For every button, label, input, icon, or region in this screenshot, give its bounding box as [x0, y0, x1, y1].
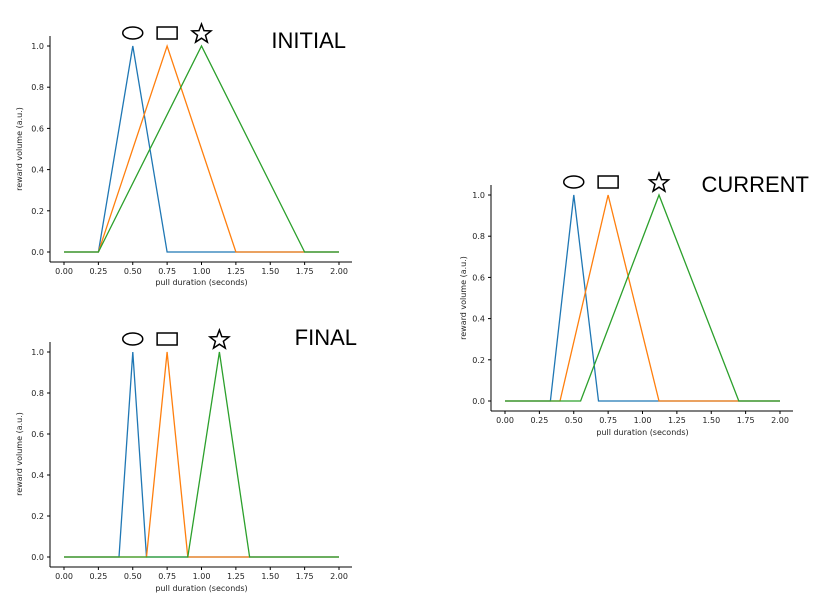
x-tick-label: 1.50	[261, 572, 279, 581]
y-axis-label-current: reward volume (a.u.)	[459, 256, 468, 340]
x-tick-label: 1.50	[261, 267, 279, 276]
star-icon	[207, 327, 231, 350]
x-axis-label-initial: pull duration (seconds)	[155, 278, 247, 287]
y-tick-label: 0.2	[31, 207, 44, 216]
x-tick-label: 1.00	[193, 572, 211, 581]
y-tick-label: 0.4	[31, 166, 44, 175]
x-tick-label: 0.50	[124, 572, 142, 581]
panel-title-initial: INITIAL	[271, 28, 346, 53]
x-tick-label: 0.25	[89, 267, 107, 276]
x-tick-label: 1.00	[193, 267, 211, 276]
y-tick-label: 0.8	[31, 83, 44, 92]
y-tick-label: 0.0	[472, 397, 485, 406]
y-tick-label: 0.4	[31, 471, 44, 480]
x-tick-label: 1.75	[296, 572, 314, 581]
ellipse-icon	[122, 332, 144, 346]
series-line-3	[505, 193, 780, 402]
y-tick-label: 0.6	[31, 430, 44, 439]
x-tick-label: 0.75	[158, 267, 176, 276]
x-tick-label: 2.00	[330, 267, 348, 276]
chart-panel-initial: INITIAL pull duration (seconds) reward v…	[15, 21, 352, 287]
series-line-2	[505, 194, 780, 402]
rectangle-icon	[156, 26, 178, 40]
y-tick-label: 0.2	[472, 356, 485, 365]
y-tick-label: 0.2	[31, 512, 44, 521]
x-tick-label: 0.25	[89, 572, 107, 581]
x-tick-label: 1.50	[702, 416, 720, 425]
ellipse-icon	[563, 175, 585, 189]
x-tick-label: 0.50	[124, 267, 142, 276]
x-tick-label: 1.25	[668, 416, 686, 425]
x-tick-label: 0.50	[565, 416, 583, 425]
y-axis-label-initial: reward volume (a.u.)	[15, 107, 24, 191]
chart-panel-final: FINAL pull duration (seconds) reward vol…	[15, 325, 357, 593]
panel-title-current: CURRENT	[701, 172, 809, 197]
y-tick-label: 0.0	[31, 553, 44, 562]
x-tick-label: 0.75	[599, 416, 617, 425]
rectangle-icon	[597, 175, 619, 189]
x-tick-label: 1.75	[737, 416, 755, 425]
x-tick-label: 1.25	[227, 267, 245, 276]
star-icon	[647, 170, 671, 193]
x-tick-label: 0.25	[530, 416, 548, 425]
series-line-3	[64, 351, 339, 558]
y-axis-label-final: reward volume (a.u.)	[15, 412, 24, 496]
y-tick-label: 1.0	[472, 191, 485, 200]
x-tick-label: 0.75	[158, 572, 176, 581]
ellipse-icon	[122, 26, 144, 40]
star-icon	[189, 21, 214, 44]
y-tick-label: 1.0	[31, 42, 44, 51]
series-line-3	[64, 44, 339, 253]
x-tick-label: 0.00	[55, 267, 73, 276]
x-tick-label: 1.00	[634, 416, 652, 425]
x-tick-label: 2.00	[330, 572, 348, 581]
x-tick-label: 1.75	[296, 267, 314, 276]
series-line-1	[505, 194, 780, 402]
x-tick-label: 2.00	[771, 416, 789, 425]
series-line-1	[64, 351, 339, 558]
x-tick-label: 0.00	[496, 416, 514, 425]
series-line-2	[64, 43, 339, 253]
y-tick-label: 1.0	[31, 348, 44, 357]
series-line-2	[64, 351, 339, 558]
y-tick-label: 0.6	[31, 124, 44, 133]
rectangle-icon	[156, 332, 178, 346]
y-tick-label: 0.8	[31, 389, 44, 398]
chart-panel-current: CURRENT pull duration (seconds) reward v…	[459, 170, 809, 437]
x-axis-label-final: pull duration (seconds)	[155, 584, 247, 593]
panel-title-final: FINAL	[295, 325, 357, 350]
x-axis-label-current: pull duration (seconds)	[596, 428, 688, 437]
y-tick-label: 0.0	[31, 248, 44, 257]
y-tick-label: 0.6	[472, 273, 485, 282]
x-tick-label: 0.00	[55, 572, 73, 581]
x-tick-label: 1.25	[227, 572, 245, 581]
y-tick-label: 0.4	[472, 315, 485, 324]
y-tick-label: 0.8	[472, 232, 485, 241]
